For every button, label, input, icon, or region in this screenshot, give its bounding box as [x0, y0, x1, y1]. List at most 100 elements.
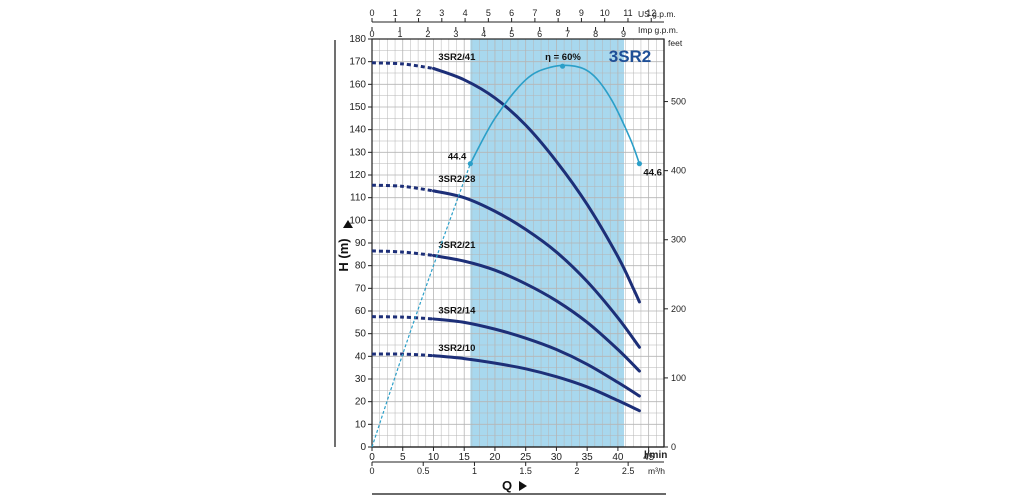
us-gpm-tick-label: 11: [623, 8, 632, 18]
imp-gpm-tick-label: 8: [593, 29, 598, 39]
imp-gpm-unit: Imp g.p.m.: [638, 25, 678, 35]
us-gpm-tick-label: 4: [463, 8, 468, 18]
x-tick-label: 40: [612, 452, 624, 463]
chart-labels: 3SR2 η = 60% H (m) Q l/min m³/h US g.p.m…: [334, 9, 683, 495]
y-tick-label: 130: [349, 147, 366, 158]
y-tick-label: 60: [355, 306, 367, 317]
y-tick-label: 0: [360, 442, 366, 453]
y-tick-label: 150: [349, 102, 366, 113]
efficiency-line: [469, 64, 641, 165]
y-tick-label: 170: [349, 57, 366, 68]
y-axis-arrow: [343, 220, 353, 228]
curve-3sr2-41: [431, 66, 641, 304]
m3h-unit: m³/h: [648, 466, 665, 476]
curve-dashed-3sr2-14: [371, 315, 434, 321]
curve-label-3sr2-14: 3SR2/14: [438, 306, 476, 317]
imp-gpm-tick-label: 3: [453, 29, 458, 39]
curve-dashed-3sr2-41: [371, 61, 434, 70]
x-tick-label: 15: [459, 452, 471, 463]
curve-label-3sr2-28: 3SR2/28: [438, 174, 475, 185]
imp-gpm-tick-label: 2: [425, 29, 430, 39]
imp-gpm-tick-label: 1: [397, 29, 402, 39]
us-gpm-tick-label: 7: [532, 8, 537, 18]
imp-gpm-tick-label: 4: [481, 29, 486, 39]
imp-gpm-tick-label: 5: [509, 29, 514, 39]
feet-tick-label: 300: [671, 235, 686, 245]
y-tick-label: 160: [349, 79, 366, 90]
imp-gpm-tick-label: 9: [621, 29, 626, 39]
m3h-tick-label: 2.5: [622, 466, 635, 476]
y-axis-title: H (m): [336, 238, 351, 271]
feet-tick-label: 0: [671, 442, 676, 452]
tick-labels: 0102030405060708090100110120130140150160…: [349, 8, 686, 476]
y-tick-label: 10: [355, 419, 367, 430]
curve-label-3sr2-10: 3SR2/10: [438, 343, 475, 354]
y-tick-label: 30: [355, 374, 367, 385]
x-axis-title: Q: [502, 478, 512, 493]
m3h-tick-label: 1.5: [519, 466, 532, 476]
y-tick-label: 50: [355, 329, 367, 340]
us-gpm-tick-label: 6: [509, 8, 514, 18]
x-tick-label: 5: [400, 452, 406, 463]
x-tick-label: 30: [551, 452, 563, 463]
us-gpm-tick-label: 5: [486, 8, 491, 18]
m3h-tick-label: 0.5: [417, 466, 430, 476]
x-tick-label: 25: [520, 452, 532, 463]
us-gpm-tick-label: 2: [416, 8, 421, 18]
imp-gpm-tick-label: 0: [369, 29, 374, 39]
efficiency-marker: [636, 161, 643, 167]
y-tick-label: 100: [349, 215, 366, 226]
x-tick-label: 10: [428, 452, 440, 463]
imp-gpm-tick-label: 7: [565, 29, 570, 39]
us-gpm-tick-label: 1: [393, 8, 398, 18]
curve-label-3sr2-41: 3SR2/41: [438, 52, 476, 63]
efficiency-curve: 44.4 44.6: [371, 63, 662, 448]
us-gpm-tick-label: 10: [600, 8, 610, 18]
curve-dashed-3sr2-28: [371, 183, 434, 193]
x-tick-label: 35: [582, 452, 594, 463]
m3h-tick-label: 0: [369, 466, 374, 476]
us-gpm-unit: US g.p.m.: [638, 9, 676, 19]
y-tick-label: 180: [349, 34, 366, 45]
efficiency-marker: [559, 63, 566, 69]
efficiency-marker: [467, 161, 473, 167]
x-tick-label: 0: [369, 452, 375, 463]
curve-dashed-3sr2-21: [371, 249, 434, 257]
feet-tick-label: 200: [671, 304, 686, 314]
curve-3sr2-10: [431, 354, 641, 413]
m3h-tick-label: 2: [574, 466, 579, 476]
curve-3sr2-14: [431, 317, 641, 398]
feet-tick-label: 500: [671, 97, 686, 107]
feet-tick-label: 400: [671, 166, 686, 176]
imp-gpm-tick-label: 6: [537, 29, 542, 39]
efficiency-peak-label: η = 60%: [545, 52, 581, 63]
axes: [368, 18, 668, 466]
efficiency-point-label: 44.6: [643, 168, 662, 179]
performance-curves: 3SR2/41 3SR2/28 3SR2/21 3SR2/14 3SR2/10: [371, 52, 641, 413]
m3h-tick-label: 1: [472, 466, 477, 476]
us-gpm-tick-label: 3: [439, 8, 444, 18]
feet-tick-label: 100: [671, 373, 686, 383]
y-tick-label: 90: [355, 238, 367, 249]
y-tick-label: 70: [355, 283, 367, 294]
lmin-unit: l/min: [644, 450, 667, 461]
curve-3sr2-28: [431, 189, 641, 349]
y-tick-label: 120: [349, 170, 366, 181]
curve-3sr2-21: [431, 253, 641, 373]
us-gpm-tick-label: 8: [556, 8, 561, 18]
chart-title: 3SR2: [609, 47, 652, 66]
us-gpm-tick-label: 12: [646, 8, 656, 18]
x-tick-label: 20: [489, 452, 501, 463]
y-tick-label: 110: [350, 193, 366, 204]
curve-label-3sr2-21: 3SR2/21: [438, 240, 476, 251]
us-gpm-tick-label: 9: [579, 8, 584, 18]
us-gpm-tick-label: 0: [369, 8, 374, 18]
y-tick-label: 80: [355, 261, 367, 272]
efficiency-point-label: 44.4: [448, 152, 467, 163]
x-tick-label: 45: [643, 452, 655, 463]
y-tick-label: 20: [355, 397, 367, 408]
y-tick-label: 40: [355, 351, 367, 362]
efficiency-dashed: [371, 163, 471, 448]
y-tick-label: 140: [349, 125, 366, 136]
